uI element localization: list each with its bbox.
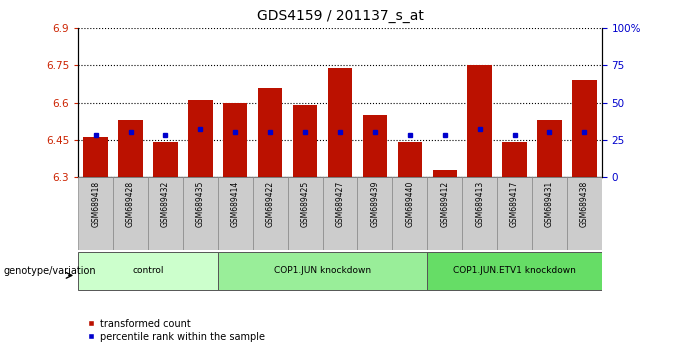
- Bar: [113, 177, 148, 250]
- Bar: [462, 177, 497, 250]
- Bar: [293, 105, 318, 177]
- Bar: [392, 177, 427, 250]
- Bar: [188, 100, 213, 177]
- Bar: [218, 177, 253, 250]
- Bar: [572, 80, 596, 177]
- Text: GSM689438: GSM689438: [580, 181, 589, 227]
- Bar: [84, 137, 108, 177]
- Text: GSM689435: GSM689435: [196, 181, 205, 227]
- Bar: [432, 170, 457, 177]
- Bar: [328, 68, 352, 177]
- Bar: [427, 252, 602, 290]
- Text: GSM689439: GSM689439: [371, 181, 379, 227]
- Bar: [532, 177, 567, 250]
- Text: GSM689418: GSM689418: [91, 181, 100, 227]
- Bar: [362, 115, 387, 177]
- Bar: [118, 120, 143, 177]
- Text: GDS4159 / 201137_s_at: GDS4159 / 201137_s_at: [256, 9, 424, 23]
- Bar: [467, 65, 492, 177]
- Bar: [153, 142, 177, 177]
- Text: GSM689432: GSM689432: [161, 181, 170, 227]
- Bar: [567, 177, 602, 250]
- Bar: [497, 177, 532, 250]
- Text: GSM689417: GSM689417: [510, 181, 519, 227]
- Bar: [78, 252, 218, 290]
- Text: GSM689413: GSM689413: [475, 181, 484, 227]
- Bar: [78, 177, 113, 250]
- Bar: [183, 177, 218, 250]
- Text: COP1.JUN.ETV1 knockdown: COP1.JUN.ETV1 knockdown: [453, 266, 576, 275]
- Bar: [148, 177, 183, 250]
- Bar: [427, 177, 462, 250]
- Bar: [537, 120, 562, 177]
- Bar: [218, 252, 427, 290]
- Text: GSM689412: GSM689412: [440, 181, 449, 227]
- Text: GSM689425: GSM689425: [301, 181, 309, 227]
- Text: control: control: [133, 266, 164, 275]
- Bar: [503, 142, 527, 177]
- Text: GSM689414: GSM689414: [231, 181, 240, 227]
- Text: COP1.JUN knockdown: COP1.JUN knockdown: [274, 266, 371, 275]
- Bar: [258, 88, 282, 177]
- Text: GSM689427: GSM689427: [335, 181, 345, 227]
- Text: GSM689422: GSM689422: [266, 181, 275, 227]
- Bar: [398, 142, 422, 177]
- Bar: [223, 103, 248, 177]
- Bar: [253, 177, 288, 250]
- Text: GSM689440: GSM689440: [405, 181, 414, 227]
- Bar: [358, 177, 392, 250]
- Text: genotype/variation: genotype/variation: [3, 266, 96, 276]
- Legend: transformed count, percentile rank within the sample: transformed count, percentile rank withi…: [83, 315, 269, 346]
- Text: GSM689431: GSM689431: [545, 181, 554, 227]
- Bar: [322, 177, 358, 250]
- Bar: [288, 177, 322, 250]
- Text: GSM689428: GSM689428: [126, 181, 135, 227]
